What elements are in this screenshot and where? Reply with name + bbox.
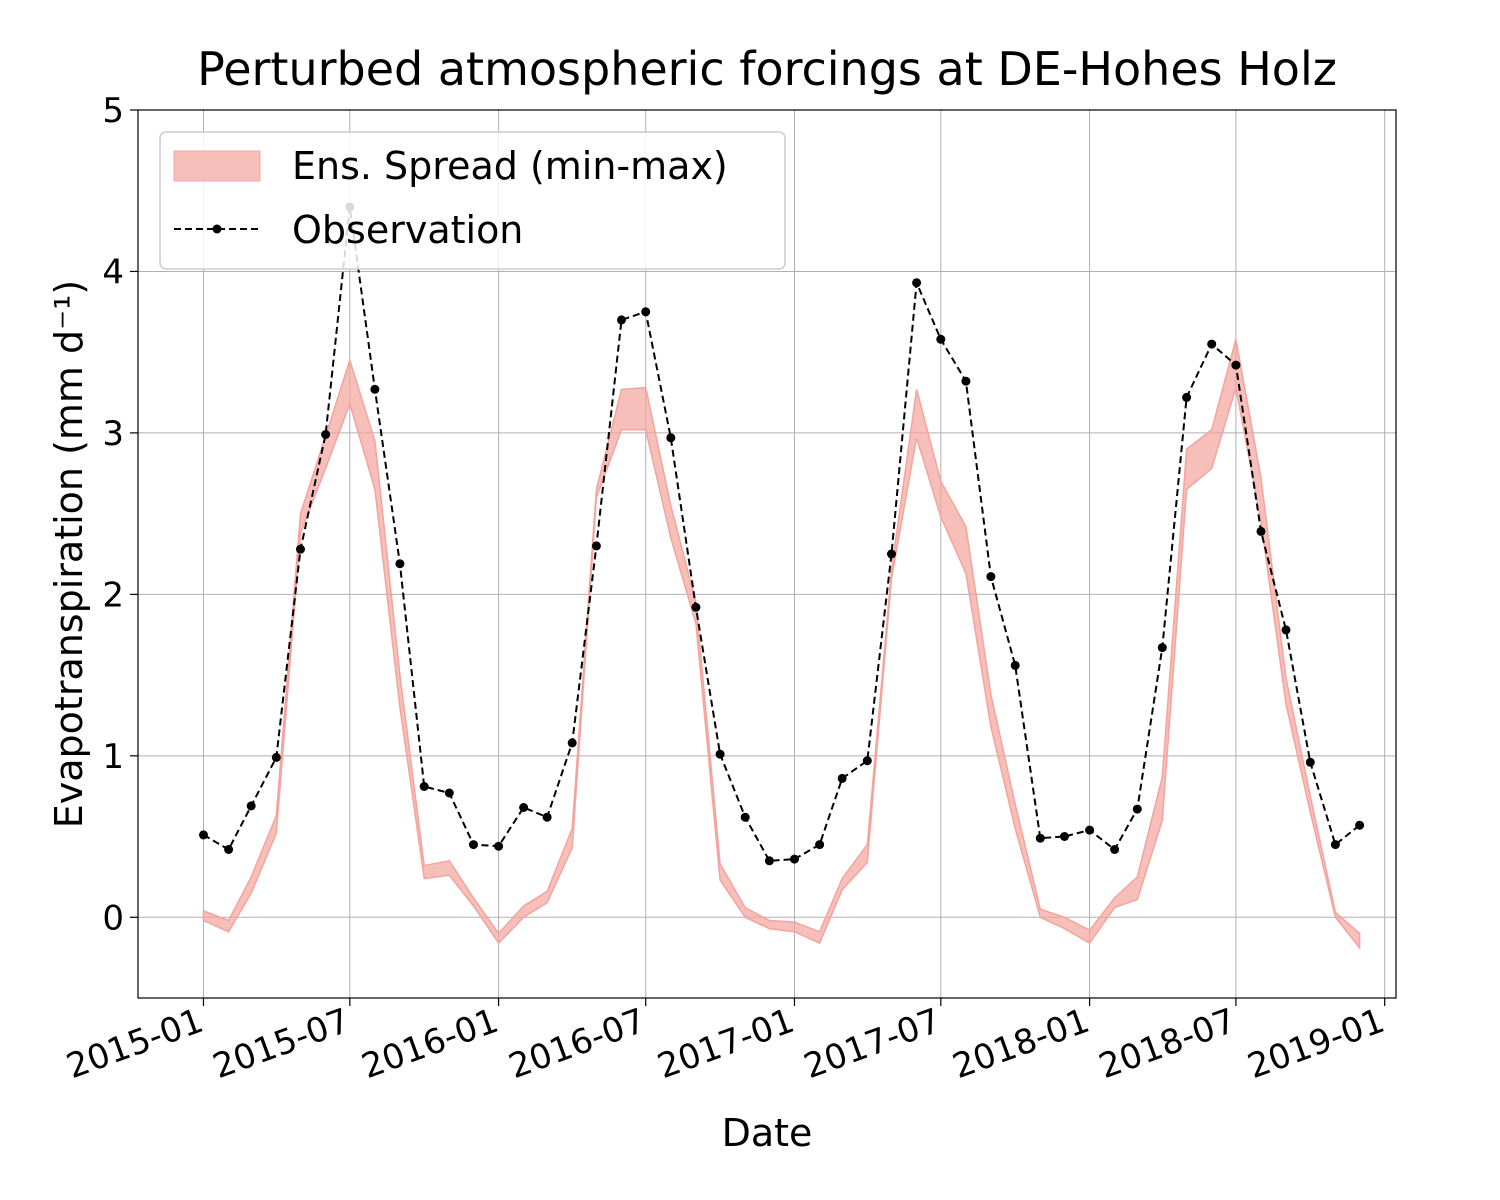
y-tick-label: 0 [102,898,124,938]
observation-point [1305,757,1315,767]
observation-point [1010,660,1020,670]
observation-point [1132,804,1142,814]
legend: Ens. Spread (min-max) Observation [159,131,786,270]
observation-point [666,433,676,443]
plot-frame [137,109,1397,999]
ens-spread-area [202,339,1361,951]
observation-point [1182,392,1192,402]
x-tick-label: 2017-01 [652,1001,799,1087]
x-tick-label: 2018-07 [1094,1001,1241,1087]
observation-point [1207,339,1217,349]
observation-line [202,206,1361,862]
observation-point [837,773,847,783]
legend-label-ens-spread: Ens. Spread (min-max) [292,144,728,188]
y-tick-label: 4 [102,252,124,292]
observation-point [691,602,701,612]
x-axis: 2015-01 2015-07 2016-01 2016-07 2017-01 2017-… [61,998,1390,1087]
observation-point [321,430,331,439]
observation-point [469,840,478,850]
observation-point [887,549,896,559]
y-tick-label: 3 [102,414,124,454]
legend-box [159,131,786,270]
legend-swatch-ens-spread [173,150,261,182]
chart-title: Perturbed atmospheric forcings at DE-Hoh… [197,42,1337,96]
y-tick-label: 2 [102,575,124,615]
observation-point [542,812,552,822]
observation-point [715,749,725,759]
observation-point [740,812,750,822]
observation-point [790,854,799,864]
observation-point [1085,825,1095,835]
legend-label-observation: Observation [292,208,523,252]
observation-point [1281,625,1291,635]
observation-point [912,278,922,288]
observation-point [936,334,946,344]
x-tick-label: 2017-07 [799,1001,946,1087]
observation-point [617,315,626,325]
observation-point [961,376,971,386]
observation-point [567,738,577,748]
x-tick-label: 2018-01 [947,1001,1094,1087]
observation-point [271,752,281,762]
ens-spread-band [202,339,1361,951]
x-tick-label: 2019-01 [1243,1001,1390,1087]
observation-point [246,801,256,811]
y-tick-label: 1 [102,737,124,777]
observation-point [296,544,305,554]
observation-point [591,541,601,551]
observation-point [444,788,454,798]
observation-point [370,384,380,394]
x-tick-label: 2015-01 [61,1001,208,1087]
observation-point [1110,845,1120,854]
observation-point [641,307,651,317]
observation-point [519,803,529,812]
x-tick-label: 2016-07 [504,1001,651,1087]
y-axis-label: Evapotranspiration (mm d⁻¹) [47,280,91,828]
x-tick-label: 2016-01 [356,1001,503,1087]
observation-point [1231,360,1241,370]
x-tick-label: 2015-07 [208,1001,355,1087]
observation-point [1060,832,1069,841]
observation-series [199,202,1365,866]
observation-point [815,840,825,850]
observation-point [494,841,504,851]
observation-point [1157,643,1167,653]
observation-point [199,830,208,840]
observation-point [1035,833,1045,843]
legend-marker-observation [212,224,222,234]
observation-point [862,756,872,766]
x-axis-label: Date [722,1111,813,1155]
observation-point [1355,820,1365,830]
observation-point [1256,526,1266,536]
y-tick-label: 5 [102,91,124,131]
observation-point [986,572,996,582]
y-axis: 0 1 2 3 4 5 [102,91,138,938]
observation-point [764,856,774,866]
observation-point [1330,840,1340,850]
observation-point [395,559,405,569]
observation-point [419,782,429,791]
observation-point [224,845,234,854]
